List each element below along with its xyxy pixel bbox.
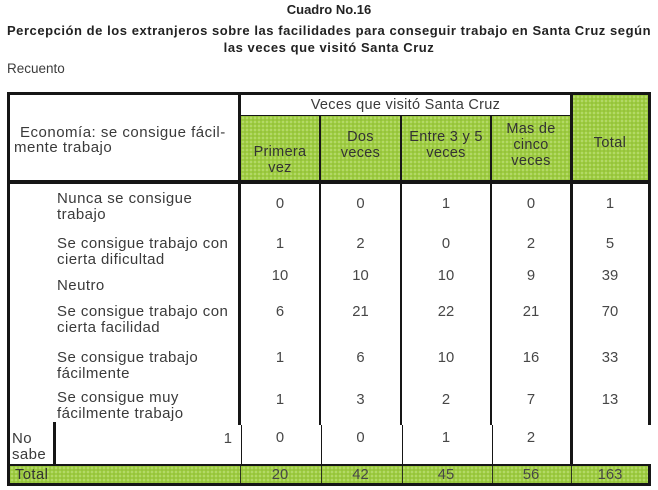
totalrow-sep1 [240,466,242,483]
cell-value: 2 [441,392,451,408]
cell-value: 1 [275,350,285,366]
col3-col4-border [490,114,492,425]
cell-value: 0 [356,430,365,446]
col2-col3-border [400,114,402,425]
cell-value: 163 [597,467,623,483]
table-bottom-border [7,483,651,487]
col1-col2-border [319,114,321,425]
total-row-green [10,466,648,483]
nosabe-col2-border [321,425,323,464]
table-title-line1: Percepción de los extranjeros sobre las … [6,23,652,38]
cell-value: 10 [271,268,289,284]
total-row-label: Total [15,467,49,483]
totalrow-sep3 [402,466,404,483]
cell-value: 1 [441,196,451,212]
nosabe-col4-border [492,425,494,464]
row-label-muy-facilmente: Se consigue muy fácilmente trabajo [57,389,184,422]
header-bottom-border [7,180,651,184]
cell-value: 7 [526,392,536,408]
table-number-title: Cuadro No.16 [286,2,372,17]
subheader-green-band [241,116,570,180]
cell-value: 13 [601,392,619,408]
cell-value: 20 [271,467,289,483]
cell-value: 1 [275,392,285,408]
cell-value: 10 [352,268,369,284]
row-label-no-sabe: No sabe [12,430,47,463]
table-right-border-upper [648,92,651,425]
cell-value: 10 [437,350,455,366]
stub-column-border [238,92,241,425]
cell-value: 21 [352,304,369,320]
cell-value: 2 [356,236,365,252]
table-right-border-lower [648,464,651,486]
row-label-cierta-facilidad: Se consigue trabajo con cierta facilidad [57,303,229,336]
column-header-mas-de-cinco: Mas de cinco veces [506,121,556,169]
row-label-cierta-dificultad: Se consigue trabajo con cierta dificulta… [57,235,229,268]
total-row-top-border [7,464,651,466]
cell-value: 6 [275,304,285,320]
cell-value: 0 [275,196,285,212]
row-label-facilmente: Se consigue trabajo fácilmente [57,349,199,382]
row-label-nunca: Nunca se consigue trabajo [57,190,193,223]
cell-value: 1 [605,196,615,212]
cell-value: 16 [522,350,540,366]
cell-value: 6 [356,350,365,366]
cell-value: 0 [275,430,285,446]
cell-value: 2 [526,430,536,446]
cell-value: 21 [522,304,540,320]
cell-value: 9 [526,268,536,284]
total-column-header: Total [593,135,627,151]
cell-value: 33 [601,350,619,366]
row-variable-header: Economía: se consigue fácil- mente traba… [14,123,240,156]
row-variable-line1: Economía: se consigue fácil- [20,123,226,141]
cell-value: 10 [437,268,455,284]
table-top-border [7,92,651,95]
total-column-green [572,95,648,180]
totalrow-sep4 [492,466,494,483]
colgroup-underline [241,114,572,117]
cell-value: 1 [275,236,285,252]
cell-value: 22 [437,304,455,320]
cell-value: 39 [601,268,619,284]
total-column-border [570,92,573,465]
cell-value: 0 [441,236,451,252]
column-header-primera-vez: Primera vez [253,144,307,176]
table-left-border [7,92,10,486]
cell-value: 42 [352,467,369,483]
row-variable-line2: mente trabajo [14,139,113,156]
nosabe-shifted-value: 1 [223,431,232,447]
nosabe-col3-border [402,425,404,464]
table-title-line2: las veces que visitó Santa Cruz [223,40,435,55]
column-header-entre-3-5: Entre 3 y 5 veces [409,129,483,161]
row-label-neutro: Neutro [57,277,105,294]
cell-value: 0 [356,196,365,212]
cell-value: 70 [601,304,619,320]
column-header-dos-veces: Dos veces [340,129,381,161]
nosabe-stub-border [53,422,56,464]
table-title: Percepción de los extranjeros sobre las … [0,22,658,56]
nosabe-col1-border [241,425,243,464]
cell-value: 5 [605,236,615,252]
cell-value: 2 [526,236,536,252]
cell-value: 45 [437,467,455,483]
totalrow-sep2 [321,466,323,483]
cell-value: 1 [441,430,451,446]
cell-value: 56 [522,467,540,483]
totalrow-sep5 [571,466,573,483]
cell-value: 0 [526,196,536,212]
count-label: Recuento [7,61,65,76]
cell-value: 3 [356,392,365,408]
column-group-header: Veces que visitó Santa Cruz [310,97,501,113]
